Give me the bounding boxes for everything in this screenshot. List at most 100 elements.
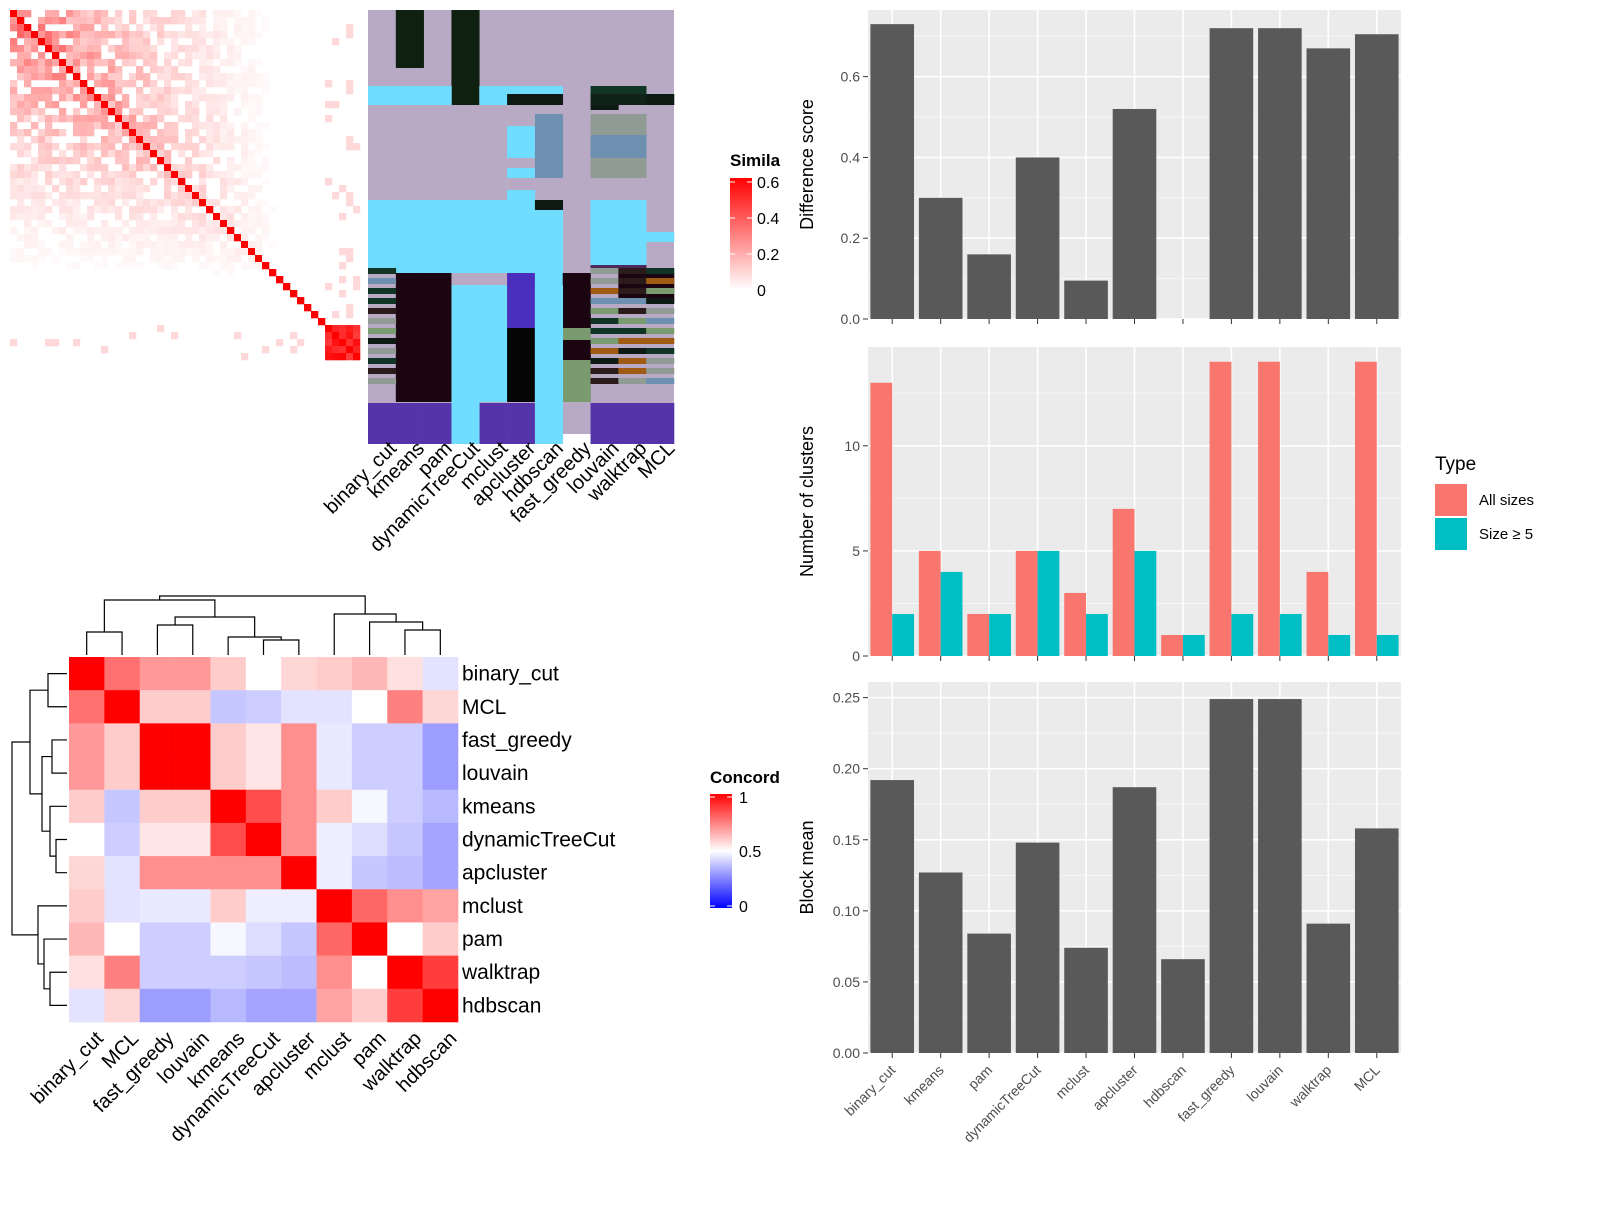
concordance-cell bbox=[387, 856, 423, 890]
similarity-cell bbox=[87, 143, 95, 151]
similarity-cell bbox=[164, 94, 172, 102]
similarity-cell bbox=[38, 108, 46, 116]
similarity-cell bbox=[136, 248, 144, 256]
concordance-cell bbox=[139, 856, 176, 890]
similarity-cell bbox=[220, 262, 228, 270]
similarity-cell bbox=[150, 24, 158, 32]
similarity-cell bbox=[178, 248, 186, 256]
membership-block bbox=[590, 94, 619, 105]
similarity-cell bbox=[136, 45, 144, 53]
membership-stripe bbox=[618, 378, 647, 384]
similarity-cell bbox=[31, 199, 39, 207]
similarity-cell bbox=[185, 248, 193, 256]
similarity-cell bbox=[213, 220, 221, 228]
bar-size-ge-5 bbox=[989, 613, 1011, 656]
similarity-cell bbox=[101, 24, 109, 32]
y-axis-label: Number of clusters bbox=[797, 426, 817, 577]
concordance-cell bbox=[387, 657, 423, 691]
similarity-cell bbox=[290, 290, 298, 298]
similarity-cell bbox=[192, 115, 200, 123]
similarity-cell bbox=[227, 80, 235, 88]
similarity-cell bbox=[325, 115, 333, 123]
similarity-cell bbox=[59, 213, 67, 221]
membership-block bbox=[562, 340, 591, 360]
concordance-cell bbox=[316, 988, 353, 1023]
similarity-cell bbox=[213, 157, 221, 165]
similarity-cell bbox=[101, 80, 109, 88]
similarity-cell bbox=[94, 45, 102, 53]
similarity-cell bbox=[241, 164, 249, 172]
similarity-cell bbox=[248, 17, 256, 25]
similarity-cell bbox=[192, 52, 200, 60]
bar bbox=[870, 24, 915, 319]
similarity-cell bbox=[276, 339, 284, 347]
similarity-cell bbox=[143, 115, 151, 123]
similarity-cell bbox=[122, 52, 130, 60]
similarity-cell bbox=[10, 164, 18, 172]
dendrogram-branch bbox=[174, 616, 256, 637]
similarity-cell bbox=[59, 171, 67, 179]
similarity-cell bbox=[192, 143, 200, 151]
similarity-cell bbox=[122, 38, 130, 46]
similarity-cell bbox=[80, 136, 88, 144]
concordance-cell bbox=[175, 889, 211, 923]
similarity-cell bbox=[143, 122, 151, 130]
similarity-cell bbox=[220, 17, 228, 25]
similarity-cell bbox=[227, 185, 235, 193]
similarity-cell bbox=[143, 150, 151, 158]
similarity-cell bbox=[332, 101, 340, 109]
similarity-cell bbox=[108, 80, 116, 88]
similarity-cell bbox=[101, 255, 109, 263]
similarity-cell bbox=[52, 339, 60, 347]
similarity-cell bbox=[192, 94, 200, 102]
legend-label: Size ≥ 5 bbox=[1479, 526, 1533, 543]
similarity-cell bbox=[115, 178, 123, 186]
similarity-cell bbox=[122, 59, 130, 67]
similarity-cell bbox=[108, 59, 116, 67]
concordance-cell bbox=[351, 690, 388, 724]
similarity-cell bbox=[192, 164, 200, 172]
similarity-cell bbox=[31, 45, 39, 53]
membership-stripe bbox=[618, 328, 647, 334]
similarity-cell bbox=[66, 213, 74, 221]
bar bbox=[1112, 108, 1157, 319]
similarity-cell bbox=[220, 185, 228, 193]
similarity-cell bbox=[108, 45, 116, 53]
similarity-cell bbox=[325, 283, 333, 291]
concordance-cell bbox=[69, 889, 105, 923]
similarity-cell bbox=[38, 94, 46, 102]
similarity-cell bbox=[262, 255, 270, 263]
similarity-cell bbox=[17, 94, 25, 102]
similarity-cell bbox=[255, 122, 263, 130]
similarity-cell bbox=[17, 192, 25, 200]
similarity-cell bbox=[101, 94, 109, 102]
membership-stripe bbox=[368, 298, 397, 304]
similarity-cell bbox=[206, 108, 214, 116]
similarity-cell bbox=[157, 248, 165, 256]
similarity-cell bbox=[129, 164, 137, 172]
similarity-cell bbox=[164, 171, 172, 179]
concordance-cell bbox=[69, 856, 105, 890]
similarity-cell bbox=[31, 87, 39, 95]
similarity-legend-tick-label: 0.6 bbox=[757, 175, 779, 192]
similarity-cell bbox=[206, 122, 214, 130]
similarity-cell bbox=[227, 213, 235, 221]
similarity-cell bbox=[101, 150, 109, 158]
similarity-cell bbox=[290, 346, 298, 354]
similarity-cell bbox=[10, 248, 18, 256]
y-tick-label: 0.15 bbox=[833, 832, 860, 848]
similarity-cell bbox=[234, 255, 242, 263]
similarity-cell bbox=[73, 150, 81, 158]
similarity-cell bbox=[227, 10, 235, 18]
similarity-cell bbox=[325, 101, 333, 109]
similarity-cell bbox=[136, 66, 144, 74]
similarity-cell bbox=[59, 157, 67, 165]
similarity-cell bbox=[171, 234, 179, 242]
y-tick-label: 0.6 bbox=[841, 69, 861, 85]
similarity-cell bbox=[262, 220, 270, 228]
similarity-cell bbox=[136, 31, 144, 39]
similarity-cell bbox=[80, 31, 88, 39]
similarity-cell bbox=[157, 108, 165, 116]
similarity-cell bbox=[157, 94, 165, 102]
concordance-cell bbox=[422, 988, 459, 1023]
